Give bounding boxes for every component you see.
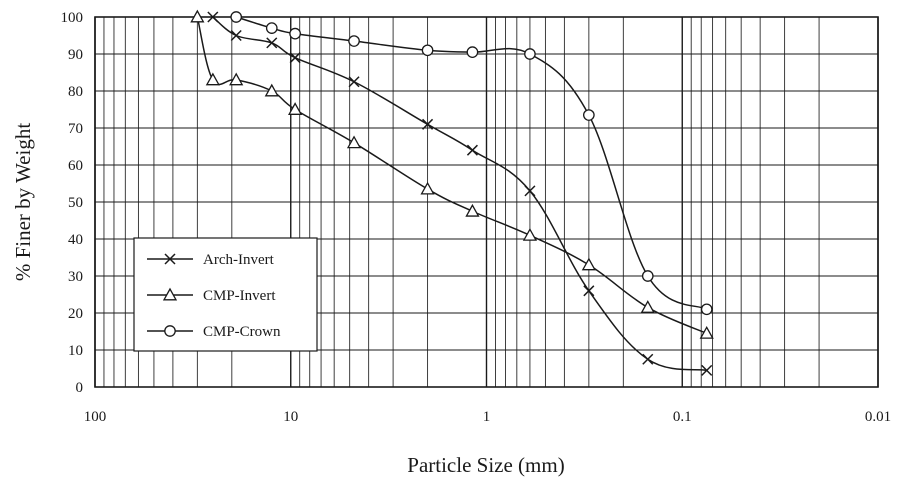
series-line-arch-invert (212, 16, 707, 372)
data-point-cmp-crown (265, 22, 278, 34)
series-arch-invert (207, 11, 713, 376)
data-point-arch-invert (348, 76, 360, 88)
y-axis-title: % Finer by Weight (11, 123, 35, 281)
legend-item-cmp-crown: CMP-Crown (147, 324, 281, 340)
y-tick-label: 70 (68, 121, 83, 137)
legend-marker-cmp-invert (162, 287, 178, 301)
data-point-cmp-invert (229, 72, 244, 86)
y-tick-label: 30 (68, 269, 83, 285)
x-tick-label: 0.01 (865, 409, 891, 425)
x-tick-label: 10 (283, 409, 298, 425)
legend-label: CMP-Crown (203, 324, 281, 340)
legend: Arch-Invert CMP-Invert CMP-Crown (133, 237, 318, 352)
data-point-cmp-invert (699, 326, 714, 339)
data-point-cmp-invert (264, 83, 279, 97)
data-point-cmp-crown (524, 48, 536, 60)
data-point-arch-invert (266, 37, 278, 49)
data-point-cmp-invert (190, 9, 205, 23)
series-cmp-invert (190, 9, 714, 339)
x-tick-label: 0.1 (673, 409, 692, 425)
plot-frame (94, 16, 879, 388)
data-point-cmp-crown (230, 11, 243, 23)
data-point-arch-invert (466, 144, 478, 156)
legend-label: Arch-Invert (203, 252, 275, 268)
legend-item-arch-invert: Arch-Invert (147, 252, 275, 268)
data-point-cmp-crown (641, 270, 654, 282)
data-point-arch-invert (230, 29, 242, 42)
series-cmp-crown (230, 11, 713, 316)
data-point-cmp-invert (205, 72, 220, 86)
x-tick-label: 100 (84, 409, 107, 425)
y-tick-label: 40 (68, 232, 83, 248)
y-tick-label: 10 (68, 343, 83, 359)
legend-item-cmp-invert: CMP-Invert (147, 287, 276, 304)
data-point-cmp-crown (421, 44, 434, 57)
data-point-cmp-crown (466, 46, 479, 59)
data-point-arch-invert (583, 285, 595, 297)
data-point-cmp-invert (640, 300, 655, 313)
y-tick-label: 80 (68, 84, 83, 100)
x-tick-label: 1 (483, 409, 491, 425)
data-point-arch-invert (422, 118, 434, 130)
x-axis-tick-labels: 100 10 1 0.1 0.01 (84, 409, 891, 425)
legend-label: CMP-Invert (203, 288, 276, 304)
y-tick-label: 20 (68, 306, 83, 322)
data-point-arch-invert (701, 364, 713, 376)
data-point-cmp-invert (420, 181, 435, 195)
y-tick-label: 90 (68, 47, 83, 63)
data-point-cmp-invert (522, 227, 538, 241)
x-axis-title: Particle Size (mm) (407, 453, 564, 477)
legend-marker-cmp-crown (164, 325, 176, 337)
data-point-arch-invert (642, 353, 654, 365)
data-point-cmp-crown (583, 109, 595, 121)
y-tick-label: 60 (68, 158, 83, 174)
y-tick-label: 100 (61, 10, 84, 26)
data-point-cmp-invert (288, 102, 303, 115)
data-point-cmp-crown (700, 303, 713, 316)
data-point-cmp-crown (289, 27, 301, 40)
data-point-cmp-invert (346, 135, 362, 149)
series-lines (190, 9, 714, 376)
data-point-arch-invert (207, 11, 219, 23)
legend-marker-arch-invert (164, 253, 176, 265)
y-tick-label: 0 (76, 380, 84, 396)
y-tick-label: 50 (68, 195, 83, 211)
data-point-cmp-invert (465, 203, 480, 217)
y-axis-tick-labels: 0 10 20 30 40 50 60 70 80 90 100 (61, 10, 84, 396)
data-point-arch-invert (524, 185, 536, 197)
data-point-cmp-crown (348, 35, 360, 47)
data-point-arch-invert (289, 52, 301, 64)
data-point-cmp-invert (581, 257, 596, 271)
